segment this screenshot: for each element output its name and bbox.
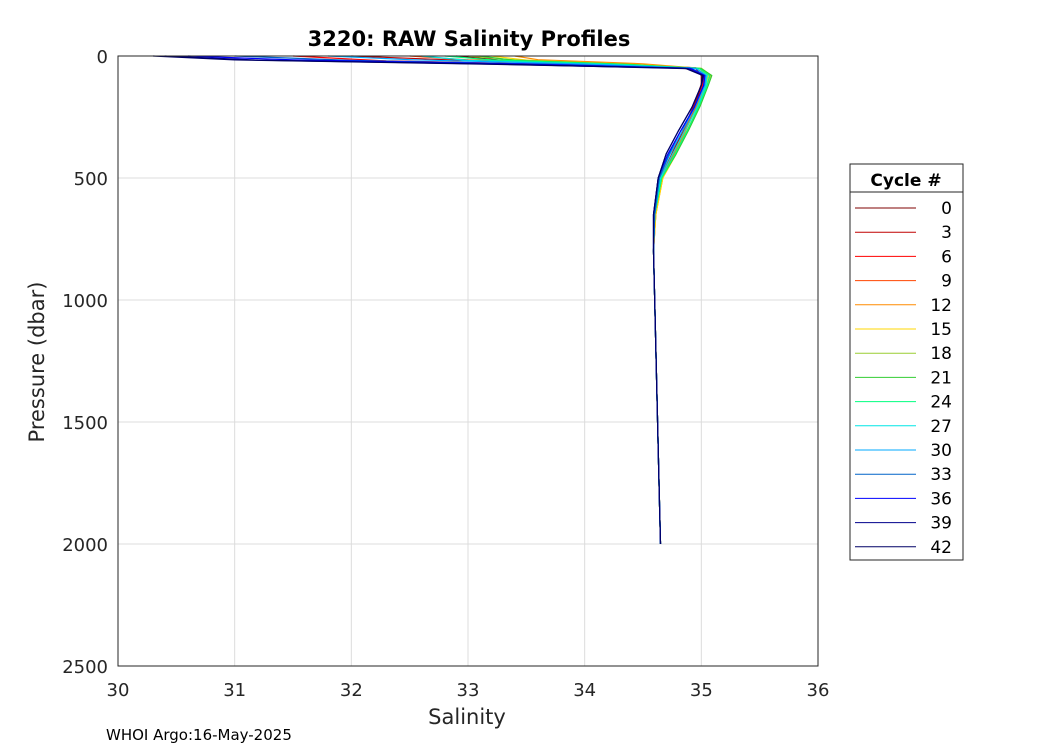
x-tick-label: 36	[807, 680, 830, 701]
plot-frame	[117, 55, 819, 667]
y-tick-label: 2500	[62, 657, 108, 678]
x-tick-label: 35	[690, 680, 713, 701]
footer-credit: WHOI Argo:16-May-2025	[106, 726, 292, 744]
legend-label-cycle-36: 36	[930, 489, 952, 509]
y-tick-label: 1500	[62, 413, 108, 434]
legend-label-cycle-6: 6	[941, 247, 952, 267]
legend-label-cycle-33: 33	[930, 465, 952, 485]
legend-label-cycle-21: 21	[930, 368, 952, 388]
legend-label-cycle-42: 42	[930, 538, 952, 558]
series-line-cycle-42	[152, 55, 704, 545]
x-tick-label: 30	[107, 680, 130, 701]
x-tick-label: 31	[223, 680, 246, 701]
y-tick-label: 2000	[62, 535, 108, 556]
x-tick-label: 34	[573, 680, 596, 701]
chart-title: 3220: RAW Salinity Profiles	[308, 27, 631, 51]
legend-label-cycle-9: 9	[941, 272, 952, 292]
legend-label-cycle-3: 3	[941, 223, 952, 243]
legend-label-cycle-18: 18	[930, 344, 952, 364]
legend-title: Cycle #	[870, 171, 941, 191]
legend-label-cycle-24: 24	[930, 393, 952, 413]
y-axis-label: Pressure (dbar)	[25, 282, 49, 443]
x-tick-label: 32	[340, 680, 363, 701]
legend-label-cycle-27: 27	[930, 417, 952, 437]
legend-box	[849, 163, 964, 561]
y-tick-label: 500	[74, 169, 108, 190]
y-tick-label: 1000	[62, 291, 108, 312]
legend-label-cycle-15: 15	[930, 320, 952, 340]
legend-label-cycle-39: 39	[930, 514, 952, 534]
legend-label-cycle-12: 12	[930, 296, 952, 316]
legend-label-cycle-0: 0	[941, 199, 952, 219]
x-tick-label: 33	[457, 680, 480, 701]
y-tick-label: 0	[97, 47, 108, 68]
legend-label-cycle-30: 30	[930, 441, 952, 461]
x-axis-label: Salinity	[428, 705, 506, 729]
